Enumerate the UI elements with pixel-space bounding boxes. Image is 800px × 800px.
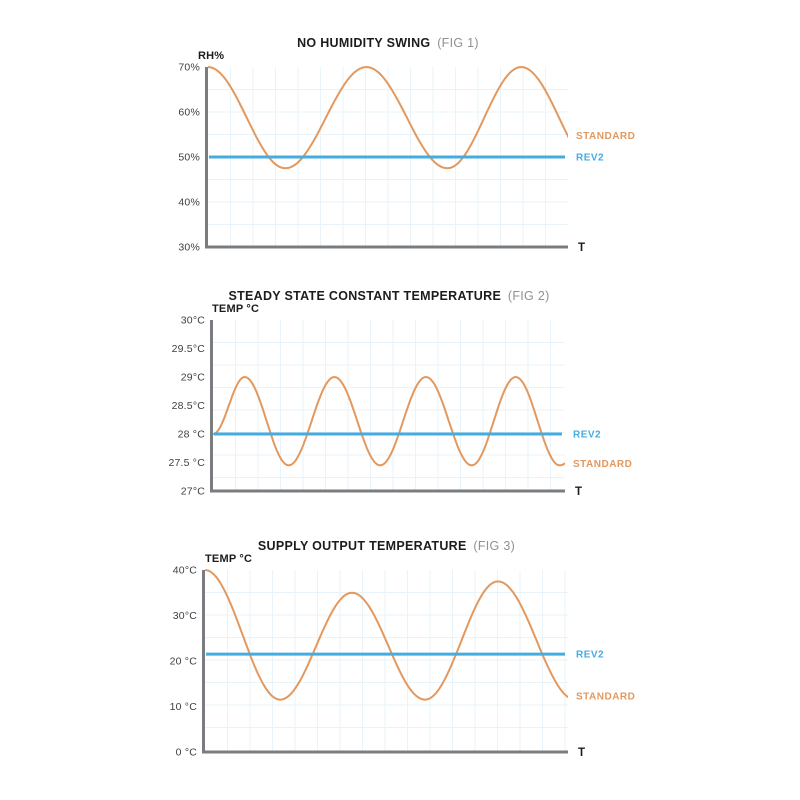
y-tick-label: 29°C [181, 372, 205, 384]
y-axis-label: RH% [198, 50, 225, 62]
chart-title: NO HUMIDITY SWING (FIG 1) [148, 36, 628, 52]
chart-title: STEADY STATE CONSTANT TEMPERATURE (FIG 2… [153, 289, 625, 305]
y-tick-label: 10 °C [170, 701, 198, 713]
chart-fig2: STEADY STATE CONSTANT TEMPERATURE (FIG 2… [168, 289, 631, 499]
y-tick-label: 20 °C [170, 656, 198, 668]
chart-fig-label: (FIG 3) [473, 539, 516, 553]
series-label-rev2: REV2 [576, 153, 604, 164]
x-axis [210, 489, 565, 493]
chart-title: SUPPLY OUTPUT TEMPERATURE (FIG 3) [145, 539, 628, 555]
y-tick-label: 27.5 °C [168, 457, 205, 469]
y-axis-label: TEMP °C [205, 553, 253, 565]
x-axis-label: T [578, 242, 585, 254]
y-tick-label: 30% [178, 242, 200, 254]
standard-curve [208, 65, 568, 170]
chart-title-text: STEADY STATE CONSTANT TEMPERATURE [228, 289, 502, 303]
x-axis-label: T [575, 486, 582, 498]
x-axis [205, 245, 568, 249]
series-label-standard: STANDARD [573, 459, 632, 470]
chart-fig3: SUPPLY OUTPUT TEMPERATURE (FIG 3) TEMP °… [170, 539, 635, 760]
standard-curve [205, 569, 568, 701]
y-tick-label: 30°C [181, 315, 205, 327]
standard-curve [213, 375, 565, 467]
chart-fig-label: (FIG 1) [437, 36, 479, 50]
y-tick-label: 28.5°C [172, 400, 206, 412]
y-tick-label: 27°C [181, 486, 205, 498]
y-tick-label: 28 °C [178, 429, 206, 441]
plot-area-fig2: STANDARD REV2 30°C 29.5°C 29°C 28.5°C 28 °C 27.… [168, 315, 631, 499]
plot-area-fig1: STANDARD REV2 70% 60% 50% 40% 30% T [178, 62, 635, 255]
y-axis [202, 570, 205, 752]
series-label-rev2: REV2 [573, 430, 601, 441]
series-label-rev2: REV2 [576, 650, 604, 661]
y-tick-label: 30°C [173, 610, 197, 622]
y-tick-label: 60% [178, 107, 200, 119]
y-tick-label: 40°C [173, 565, 197, 577]
plot-area-fig3: STANDARD REV2 40°C 30°C 20 °C 10 °C 0 °C T [170, 565, 635, 760]
y-axis [205, 67, 208, 247]
y-axis [210, 320, 213, 491]
series-label-standard: STANDARD [576, 691, 635, 702]
y-tick-label: 50% [178, 152, 200, 164]
chart-title-text: SUPPLY OUTPUT TEMPERATURE [257, 539, 467, 553]
x-axis [202, 750, 568, 754]
y-tick-label: 70% [178, 62, 200, 74]
grid [205, 570, 568, 752]
y-tick-label: 0 °C [176, 747, 198, 759]
chart-fig1: NO HUMIDITY SWING (FIG 1) RH% STANDARD RE… [178, 36, 635, 255]
y-tick-label: 29.5°C [172, 343, 206, 355]
chart-fig-label: (FIG 2) [507, 289, 550, 303]
y-tick-label: 40% [178, 197, 200, 209]
y-axis-label: TEMP °C [212, 303, 260, 315]
chart-title-text: NO HUMIDITY SWING [297, 36, 431, 50]
grid [213, 320, 565, 491]
x-axis-label: T [578, 747, 585, 759]
series-label-standard: STANDARD [576, 131, 635, 142]
